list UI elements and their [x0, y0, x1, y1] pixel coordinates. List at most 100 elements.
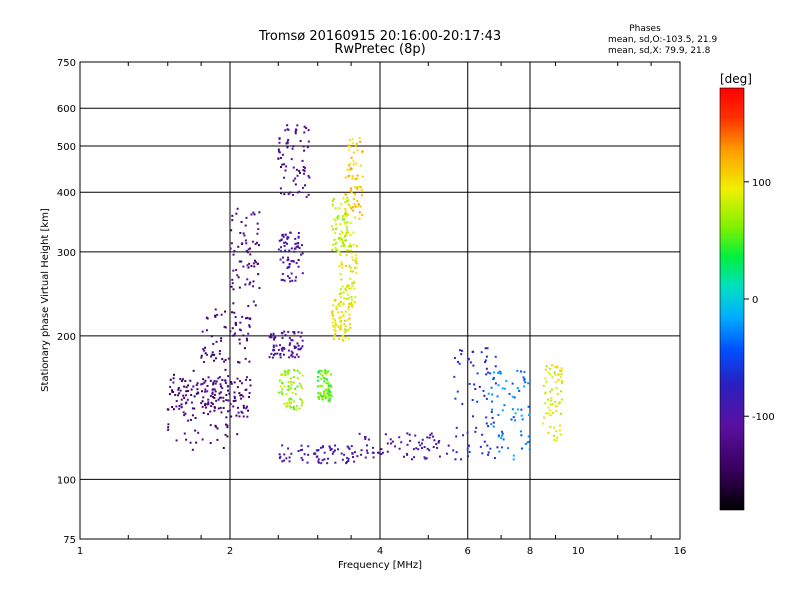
data-point: [350, 302, 353, 305]
data-point: [342, 291, 345, 294]
data-point: [510, 418, 513, 421]
data-point: [339, 273, 342, 276]
data-point: [347, 284, 350, 287]
data-point: [279, 344, 282, 347]
data-point: [347, 175, 350, 178]
data-point: [327, 386, 330, 389]
data-point: [293, 330, 296, 333]
data-point: [344, 310, 347, 313]
data-point: [272, 349, 275, 352]
data-point: [549, 403, 552, 406]
data-point: [347, 231, 350, 234]
data-point: [294, 387, 297, 390]
data-point: [282, 235, 285, 238]
data-point: [356, 188, 359, 191]
data-point: [340, 311, 343, 314]
data-point: [334, 444, 337, 447]
data-point: [245, 317, 248, 320]
data-point: [557, 378, 560, 381]
data-point: [317, 392, 320, 395]
data-point: [307, 445, 310, 448]
data-point: [335, 223, 338, 226]
data-point: [230, 382, 233, 385]
data-point: [296, 385, 299, 388]
data-point: [545, 380, 548, 383]
data-point: [246, 376, 249, 379]
data-point: [474, 388, 477, 391]
data-point: [554, 365, 557, 368]
data-point: [169, 378, 172, 381]
data-point: [292, 179, 295, 182]
data-point: [321, 384, 324, 387]
data-point: [542, 384, 545, 387]
data-point: [287, 385, 290, 388]
data-point: [347, 308, 350, 311]
x-tick-label-4: 8: [527, 546, 533, 557]
data-point: [317, 395, 320, 398]
data-point: [275, 344, 278, 347]
data-point: [290, 272, 293, 275]
data-point: [295, 276, 298, 279]
data-point: [220, 313, 223, 316]
data-point: [237, 276, 240, 279]
data-point: [355, 186, 358, 189]
data-point: [327, 388, 330, 391]
data-point: [345, 297, 348, 300]
data-point: [283, 193, 286, 196]
data-point: [351, 305, 354, 308]
data-point: [355, 271, 358, 274]
data-point: [295, 353, 298, 356]
data-point: [203, 404, 206, 407]
data-point: [283, 459, 286, 462]
data-point: [209, 410, 212, 413]
data-point: [213, 406, 216, 409]
data-point: [272, 353, 275, 356]
data-point: [487, 453, 490, 456]
data-point: [215, 399, 218, 402]
data-point: [454, 458, 457, 461]
data-point: [239, 394, 242, 397]
data-point: [245, 378, 248, 381]
data-point: [340, 261, 343, 264]
data-point: [339, 232, 342, 235]
data-point: [258, 211, 261, 214]
data-point: [544, 402, 547, 405]
data-point: [246, 264, 249, 267]
data-point: [217, 407, 220, 410]
data-point: [219, 385, 222, 388]
data-point: [178, 392, 181, 395]
data-point: [326, 381, 329, 384]
data-point: [520, 408, 523, 411]
data-point: [497, 384, 500, 387]
data-point: [341, 335, 344, 338]
data-point: [189, 379, 192, 382]
data-point: [201, 382, 204, 385]
data-point: [273, 337, 276, 340]
data-point: [528, 448, 531, 451]
data-point: [349, 145, 352, 148]
data-point: [238, 361, 241, 364]
data-point: [351, 206, 354, 209]
data-point: [323, 371, 326, 374]
data-point: [361, 150, 364, 153]
data-point: [293, 332, 296, 335]
data-point: [233, 311, 236, 314]
data-point: [347, 199, 350, 202]
data-point: [246, 251, 249, 254]
data-point: [560, 373, 563, 376]
data-point: [224, 382, 227, 385]
data-point: [289, 387, 292, 390]
data-point: [430, 432, 433, 435]
data-point: [347, 203, 350, 206]
data-point: [179, 377, 182, 380]
data-point: [171, 406, 174, 409]
data-point: [213, 409, 216, 412]
data-point: [426, 436, 429, 439]
data-point: [220, 339, 223, 342]
data-point: [297, 235, 300, 238]
data-point: [351, 256, 354, 259]
data-point: [334, 227, 337, 230]
data-point: [361, 175, 364, 178]
data-point: [331, 249, 334, 252]
data-point: [356, 174, 359, 177]
